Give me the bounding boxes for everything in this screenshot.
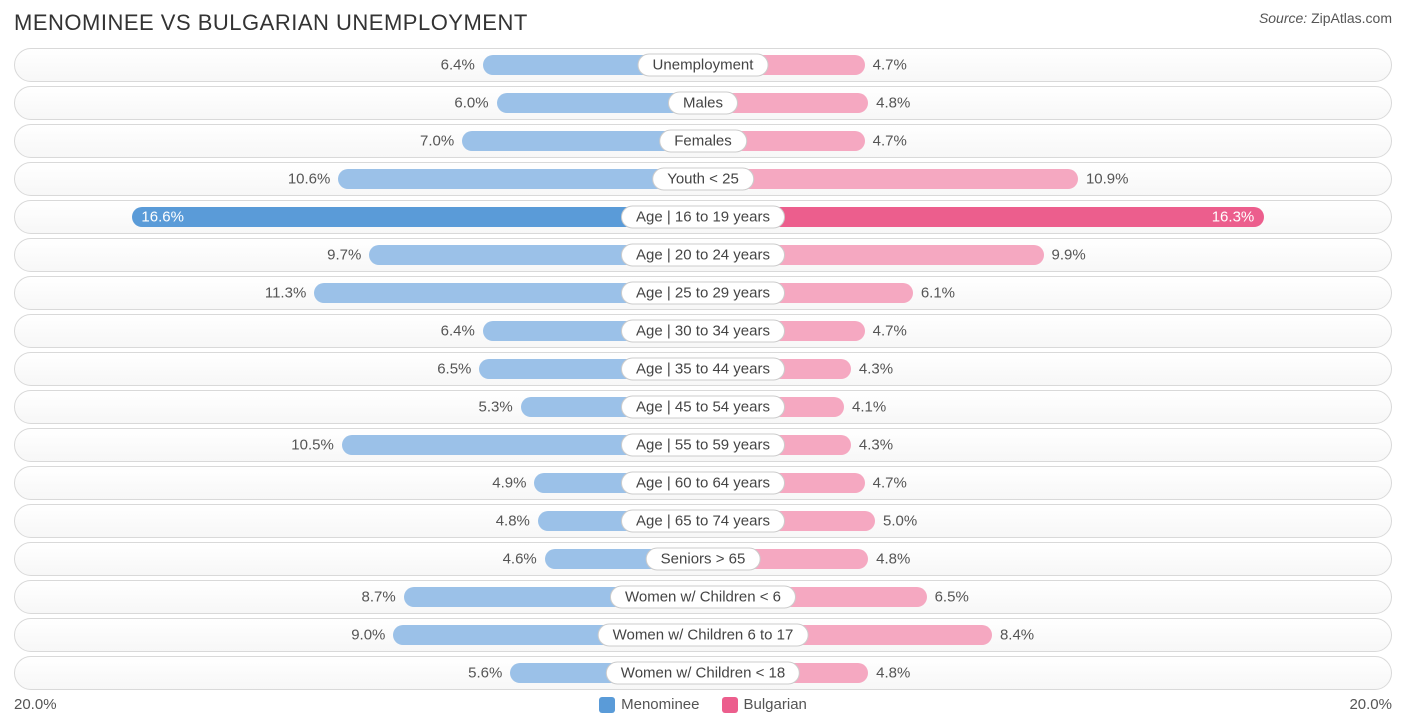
legend-label-left: Menominee	[621, 696, 699, 713]
bar-right	[703, 169, 1078, 189]
value-left: 6.4%	[441, 323, 475, 340]
bar-right	[703, 207, 1264, 227]
chart-row: 7.0% 4.7% Females	[14, 124, 1392, 158]
category-label: Age | 60 to 64 years	[621, 472, 785, 495]
axis-right-max: 20.0%	[1349, 696, 1392, 713]
bar-left	[132, 207, 703, 227]
value-right: 9.9%	[1052, 247, 1086, 264]
category-label: Age | 30 to 34 years	[621, 320, 785, 343]
unemployment-chart: 6.4% 4.7% Unemployment 6.0% 4.8% Males 7.0% 4.7…	[14, 48, 1392, 690]
chart-legend: Menominee Bulgarian	[599, 696, 807, 713]
value-left: 4.6%	[503, 551, 537, 568]
value-right: 4.7%	[873, 475, 907, 492]
category-label: Seniors > 65	[646, 548, 761, 571]
category-label: Age | 16 to 19 years	[621, 206, 785, 229]
value-right: 4.8%	[876, 551, 910, 568]
value-right: 5.0%	[883, 513, 917, 530]
chart-row: 6.4% 4.7% Age | 30 to 34 years	[14, 314, 1392, 348]
value-right: 4.7%	[873, 57, 907, 74]
value-left: 5.6%	[468, 665, 502, 682]
category-label: Women w/ Children 6 to 17	[598, 624, 809, 647]
chart-footer: 20.0% Menominee Bulgarian 20.0%	[14, 696, 1392, 713]
value-left: 10.5%	[291, 437, 334, 454]
chart-row: 8.7% 6.5% Women w/ Children < 6	[14, 580, 1392, 614]
category-label: Youth < 25	[652, 168, 754, 191]
value-left: 5.3%	[478, 399, 512, 416]
value-right: 4.3%	[859, 361, 893, 378]
value-right: 6.5%	[935, 589, 969, 606]
chart-row: 11.3% 6.1% Age | 25 to 29 years	[14, 276, 1392, 310]
category-label: Age | 25 to 29 years	[621, 282, 785, 305]
value-right: 8.4%	[1000, 627, 1034, 644]
value-left: 7.0%	[420, 133, 454, 150]
chart-row: 10.5% 4.3% Age | 55 to 59 years	[14, 428, 1392, 462]
chart-row: 16.6% 16.3% Age | 16 to 19 years	[14, 200, 1392, 234]
category-label: Women w/ Children < 6	[610, 586, 796, 609]
chart-row: 4.6% 4.8% Seniors > 65	[14, 542, 1392, 576]
value-right: 4.8%	[876, 665, 910, 682]
value-left: 4.9%	[492, 475, 526, 492]
value-right: 4.7%	[873, 133, 907, 150]
chart-row: 6.5% 4.3% Age | 35 to 44 years	[14, 352, 1392, 386]
source-value: ZipAtlas.com	[1311, 10, 1392, 26]
chart-row: 5.6% 4.8% Women w/ Children < 18	[14, 656, 1392, 690]
value-left: 9.0%	[351, 627, 385, 644]
value-left: 9.7%	[327, 247, 361, 264]
value-left: 6.0%	[454, 95, 488, 112]
value-right: 16.3%	[1212, 209, 1255, 226]
value-right: 4.7%	[873, 323, 907, 340]
value-right: 4.3%	[859, 437, 893, 454]
legend-swatch-right	[722, 697, 738, 713]
category-label: Age | 65 to 74 years	[621, 510, 785, 533]
category-label: Age | 45 to 54 years	[621, 396, 785, 419]
value-left: 11.3%	[265, 285, 306, 302]
chart-row: 4.8% 5.0% Age | 65 to 74 years	[14, 504, 1392, 538]
value-left: 16.6%	[141, 209, 184, 226]
chart-row: 6.4% 4.7% Unemployment	[14, 48, 1392, 82]
category-label: Unemployment	[638, 54, 769, 77]
chart-source: Source: ZipAtlas.com	[1259, 10, 1392, 26]
legend-label-right: Bulgarian	[744, 696, 807, 713]
chart-row: 10.6% 10.9% Youth < 25	[14, 162, 1392, 196]
category-label: Age | 35 to 44 years	[621, 358, 785, 381]
value-left: 10.6%	[288, 171, 331, 188]
source-label: Source:	[1259, 10, 1307, 26]
bar-left	[338, 169, 703, 189]
category-label: Age | 20 to 24 years	[621, 244, 785, 267]
legend-item-left: Menominee	[599, 696, 699, 713]
value-left: 8.7%	[362, 589, 396, 606]
value-left: 6.5%	[437, 361, 471, 378]
value-right: 10.9%	[1086, 171, 1129, 188]
value-right: 4.8%	[876, 95, 910, 112]
value-left: 6.4%	[441, 57, 475, 74]
chart-title: MENOMINEE VS BULGARIAN UNEMPLOYMENT	[14, 10, 528, 36]
legend-swatch-left	[599, 697, 615, 713]
value-right: 4.1%	[852, 399, 886, 416]
chart-row: 4.9% 4.7% Age | 60 to 64 years	[14, 466, 1392, 500]
axis-left-max: 20.0%	[14, 696, 57, 713]
category-label: Females	[659, 130, 747, 153]
value-left: 4.8%	[496, 513, 530, 530]
value-right: 6.1%	[921, 285, 955, 302]
category-label: Males	[668, 92, 738, 115]
chart-row: 5.3% 4.1% Age | 45 to 54 years	[14, 390, 1392, 424]
chart-row: 6.0% 4.8% Males	[14, 86, 1392, 120]
category-label: Women w/ Children < 18	[606, 662, 800, 685]
chart-header: MENOMINEE VS BULGARIAN UNEMPLOYMENT Sour…	[14, 10, 1392, 36]
legend-item-right: Bulgarian	[722, 696, 807, 713]
chart-row: 9.0% 8.4% Women w/ Children 6 to 17	[14, 618, 1392, 652]
chart-row: 9.7% 9.9% Age | 20 to 24 years	[14, 238, 1392, 272]
category-label: Age | 55 to 59 years	[621, 434, 785, 457]
